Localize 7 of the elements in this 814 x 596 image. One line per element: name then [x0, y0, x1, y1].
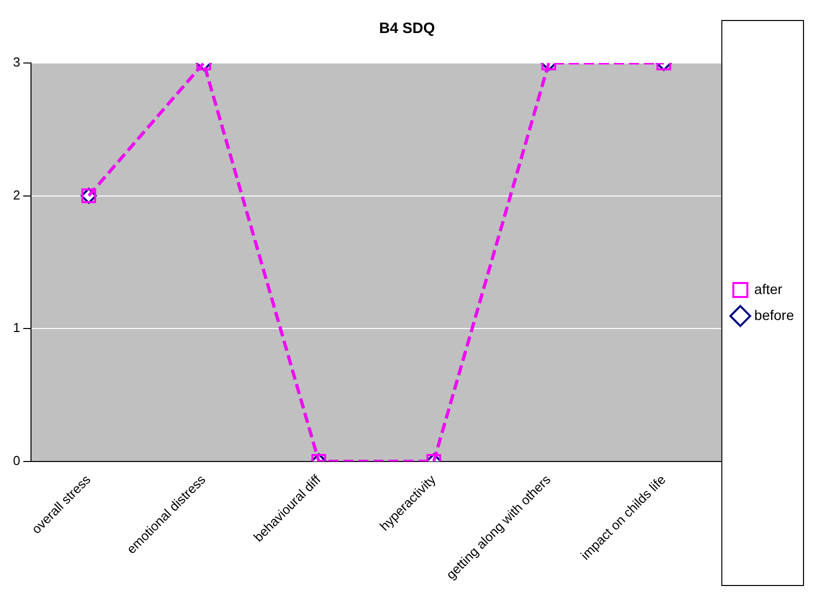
legend-label: before [754, 306, 794, 323]
y-tick-label: 0 [12, 452, 20, 468]
y-tick-label: 3 [12, 54, 20, 70]
y-tick-label: 2 [12, 187, 20, 202]
chart-title: B4 SDQ [379, 20, 436, 38]
y-tick-label: 1 [12, 320, 20, 336]
legend-label: after [754, 280, 783, 297]
